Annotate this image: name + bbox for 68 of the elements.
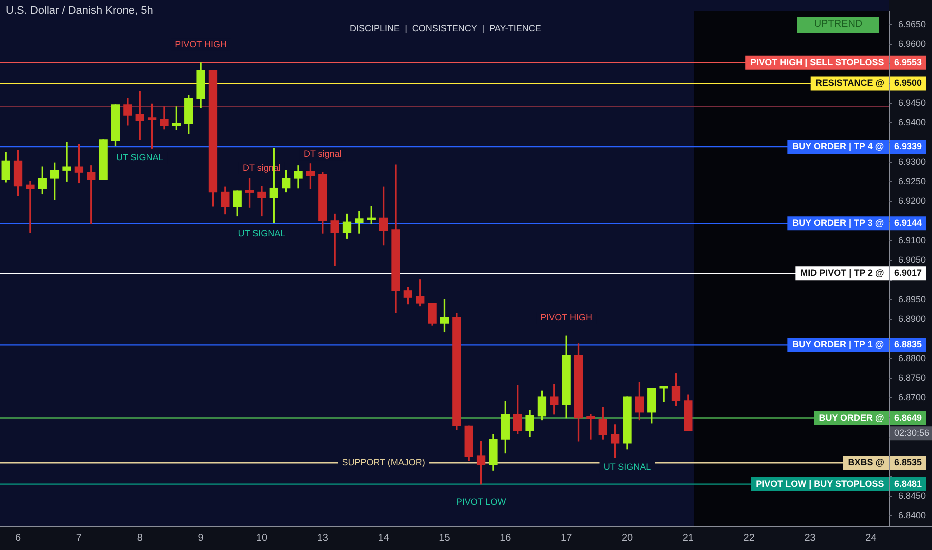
ref-line-label: MID PIVOT | TP 2 @ bbox=[800, 268, 885, 278]
annotation: 6.9017 bbox=[894, 268, 922, 278]
x-tick-label: 21 bbox=[682, 532, 694, 544]
candlestick bbox=[258, 186, 266, 217]
y-tick-label: 6.8950 bbox=[898, 294, 926, 304]
annotation: UT SIGNAL bbox=[238, 228, 286, 239]
y-tick-label: 6.8450 bbox=[898, 491, 926, 501]
annotation: 6.8481 bbox=[894, 478, 922, 489]
y-tick-label: 6.8900 bbox=[898, 314, 926, 324]
ref-line-label: BXBS @ bbox=[848, 458, 885, 468]
ref-line-label: BUY ORDER | TP 1 @ bbox=[792, 340, 884, 350]
x-tick-label: 23 bbox=[804, 532, 816, 544]
x-tick-label: 9 bbox=[198, 532, 204, 544]
candlestick bbox=[330, 214, 340, 266]
y-tick-label: 6.9250 bbox=[898, 176, 926, 186]
y-tick-label: 6.8400 bbox=[898, 510, 926, 521]
status-badge: UPTREND bbox=[797, 17, 880, 34]
ref-line-label: PIVOT HIGH | SELL STOPLOSS bbox=[750, 57, 884, 68]
y-tick-label: 6.9450 bbox=[898, 98, 926, 108]
annotation: UT SIGNAL bbox=[604, 462, 652, 472]
annotation: 6.8649 bbox=[894, 412, 922, 423]
candlestick bbox=[62, 142, 72, 182]
annotation: 02:30:56 bbox=[894, 428, 930, 438]
x-tick-label: 8 bbox=[137, 532, 144, 544]
annotation: 6.9553 bbox=[894, 57, 922, 68]
y-tick-label: 6.9100 bbox=[898, 235, 926, 246]
y-tick-label: 6.8700 bbox=[898, 392, 926, 403]
candlestick bbox=[355, 211, 364, 234]
candlestick bbox=[26, 181, 35, 234]
ref-line-label: RESISTANCE @ bbox=[816, 78, 885, 88]
x-tick-label: 24 bbox=[866, 532, 878, 544]
annotation: PIVOT LOW bbox=[456, 496, 507, 507]
ref-line-label: BUY ORDER | TP 4 @ bbox=[792, 142, 884, 152]
x-tick-label: 15 bbox=[439, 532, 451, 544]
annotation: 6.8535 bbox=[894, 458, 922, 468]
ref-line-label: PIVOT LOW | BUY STOPLOSS bbox=[756, 478, 884, 489]
x-tick-label: 17 bbox=[561, 532, 573, 544]
candlestick bbox=[660, 386, 668, 402]
ref-line-label: BUY ORDER | TP 3 @ bbox=[792, 218, 884, 228]
y-tick-label: 6.9050 bbox=[898, 255, 926, 266]
y-tick-label: 6.9650 bbox=[898, 19, 926, 30]
annotation: SUPPORT (MAJOR) bbox=[342, 458, 426, 468]
y-tick-label: 6.8750 bbox=[898, 373, 926, 384]
chart-title: U.S. Dollar / Danish Krone, 5h bbox=[6, 5, 154, 18]
y-tick-label: 6.9200 bbox=[898, 196, 926, 206]
candlestick bbox=[586, 414, 596, 440]
y-tick-label: 6.9300 bbox=[898, 156, 926, 167]
y-tick-label: 6.8800 bbox=[898, 353, 926, 364]
annotation: 6.8835 bbox=[894, 340, 922, 350]
x-tick-label: 16 bbox=[500, 532, 512, 544]
x-tick-label: 13 bbox=[317, 532, 329, 544]
x-tick-label: 22 bbox=[744, 532, 756, 544]
y-tick-label: 6.9600 bbox=[898, 38, 926, 49]
annotation: PIVOT HIGH bbox=[540, 312, 593, 323]
x-tick-label: 7 bbox=[76, 532, 82, 544]
annotation: 6.9500 bbox=[894, 78, 922, 88]
x-tick-label: 14 bbox=[378, 532, 390, 544]
annotation: UT SIGNAL bbox=[116, 152, 164, 162]
annotation: 6.9339 bbox=[894, 142, 922, 152]
ref-line-label: BUY ORDER @ bbox=[819, 412, 885, 423]
y-tick-label: 6.9400 bbox=[898, 118, 926, 128]
x-tick-label: 6 bbox=[15, 532, 22, 544]
annotation: PIVOT HIGH bbox=[175, 39, 227, 50]
text: DISCIPLINE | CONSISTENCY | PAY-TIENCE bbox=[350, 23, 542, 34]
x-tick-label: 20 bbox=[622, 532, 634, 544]
annotation: DT signal bbox=[304, 149, 342, 160]
x-tick-label: 10 bbox=[256, 532, 268, 544]
annotation: 6.9144 bbox=[894, 218, 922, 228]
